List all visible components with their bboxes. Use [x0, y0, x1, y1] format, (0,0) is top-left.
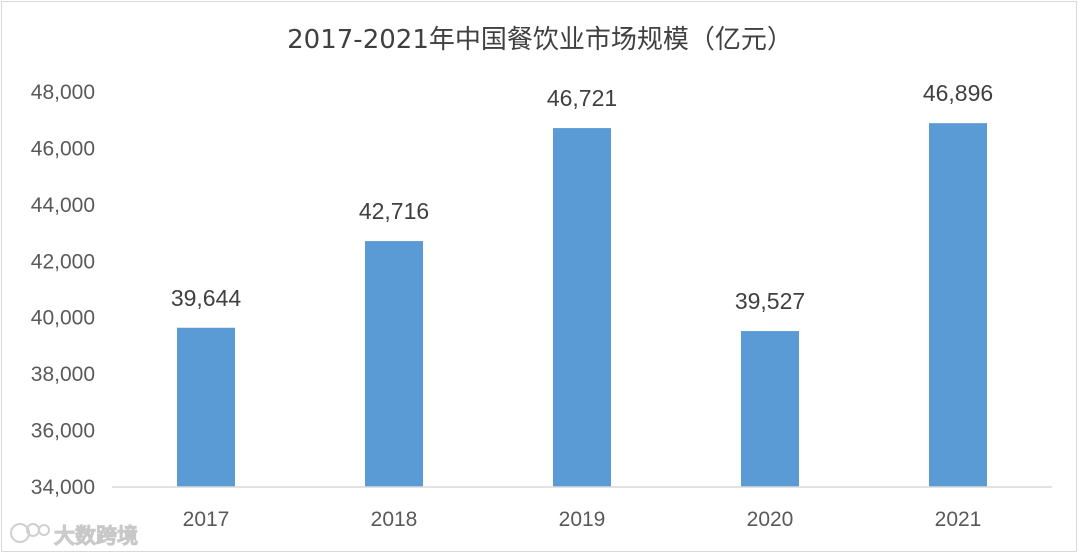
y-tick-label: 44,000: [31, 194, 95, 217]
chart-title: 2017-2021年中国餐饮业市场规模（亿元）: [287, 25, 793, 55]
x-tick-label: 2018: [371, 508, 418, 531]
watermark-text: 大数跨境: [54, 524, 138, 548]
bar-2020: [741, 331, 799, 487]
x-tick-label: 2017: [183, 508, 230, 531]
x-tick-label: 2020: [747, 508, 794, 531]
y-tick-label: 38,000: [31, 363, 95, 386]
y-tick-label: 42,000: [31, 250, 95, 273]
data-label: 42,716: [359, 198, 429, 224]
data-label: 39,527: [735, 288, 805, 314]
y-tick-label: 46,000: [31, 137, 95, 160]
bars: 39,644 42,716 46,721 39,527 46,896: [171, 80, 993, 488]
x-tick-label: 2019: [559, 508, 606, 531]
y-axis: 34,000 36,000 38,000 40,000 42,000 44,000 46,0…: [31, 81, 95, 499]
data-label: 39,644: [171, 285, 242, 311]
data-label: 46,721: [547, 85, 617, 111]
y-tick-label: 36,000: [31, 420, 95, 443]
bar-2018: [365, 241, 423, 487]
x-axis: 2017 2018 2019 2020 2021: [183, 508, 982, 531]
logo-icon: [10, 523, 50, 543]
y-tick-label: 48,000: [31, 81, 95, 104]
y-tick-label: 34,000: [31, 476, 95, 499]
bar-2019: [553, 128, 611, 488]
x-tick-label: 2021: [935, 508, 982, 531]
watermark: 大数跨境: [10, 523, 138, 548]
y-tick-label: 40,000: [31, 307, 95, 330]
bar-2017: [177, 327, 235, 487]
data-label: 46,896: [923, 80, 993, 106]
bar-2021: [929, 123, 987, 488]
